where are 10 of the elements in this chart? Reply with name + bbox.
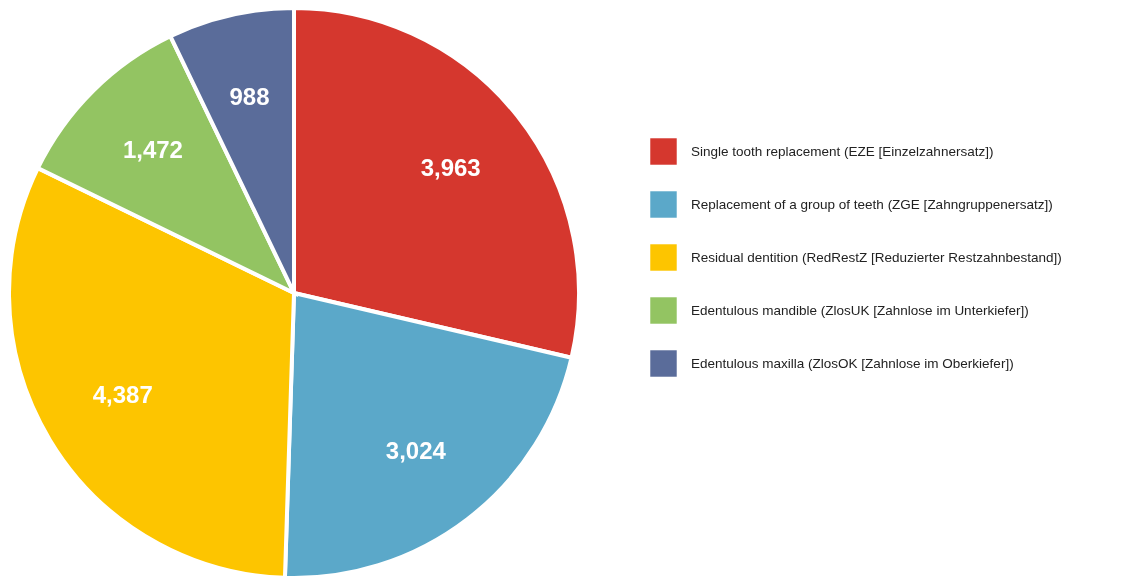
legend-label: Edentulous mandible (ZlosUK [Zahnlose im Unterkiefer]) (691, 302, 1029, 318)
legend-label: Replacement of a group of teeth (ZGE [Zahngruppenersatz]) (691, 196, 1053, 212)
data-label: 1,472 (122, 136, 183, 164)
data-label: 3,963 (420, 153, 481, 181)
legend-label: Residual dentition (RedRestZ [Reduzierter Restzahnbestand]) (691, 249, 1062, 265)
legend-label: Edentulous maxilla (ZlosOK [Zahnlose im Oberkiefer]) (691, 355, 1014, 371)
legend-label: Single tooth replacement (EZE [Einzelzahnersatz]) (691, 143, 994, 159)
data-label: 988 (229, 83, 270, 111)
data-label: 4,387 (92, 381, 153, 409)
data-label: 3,024 (385, 436, 447, 464)
